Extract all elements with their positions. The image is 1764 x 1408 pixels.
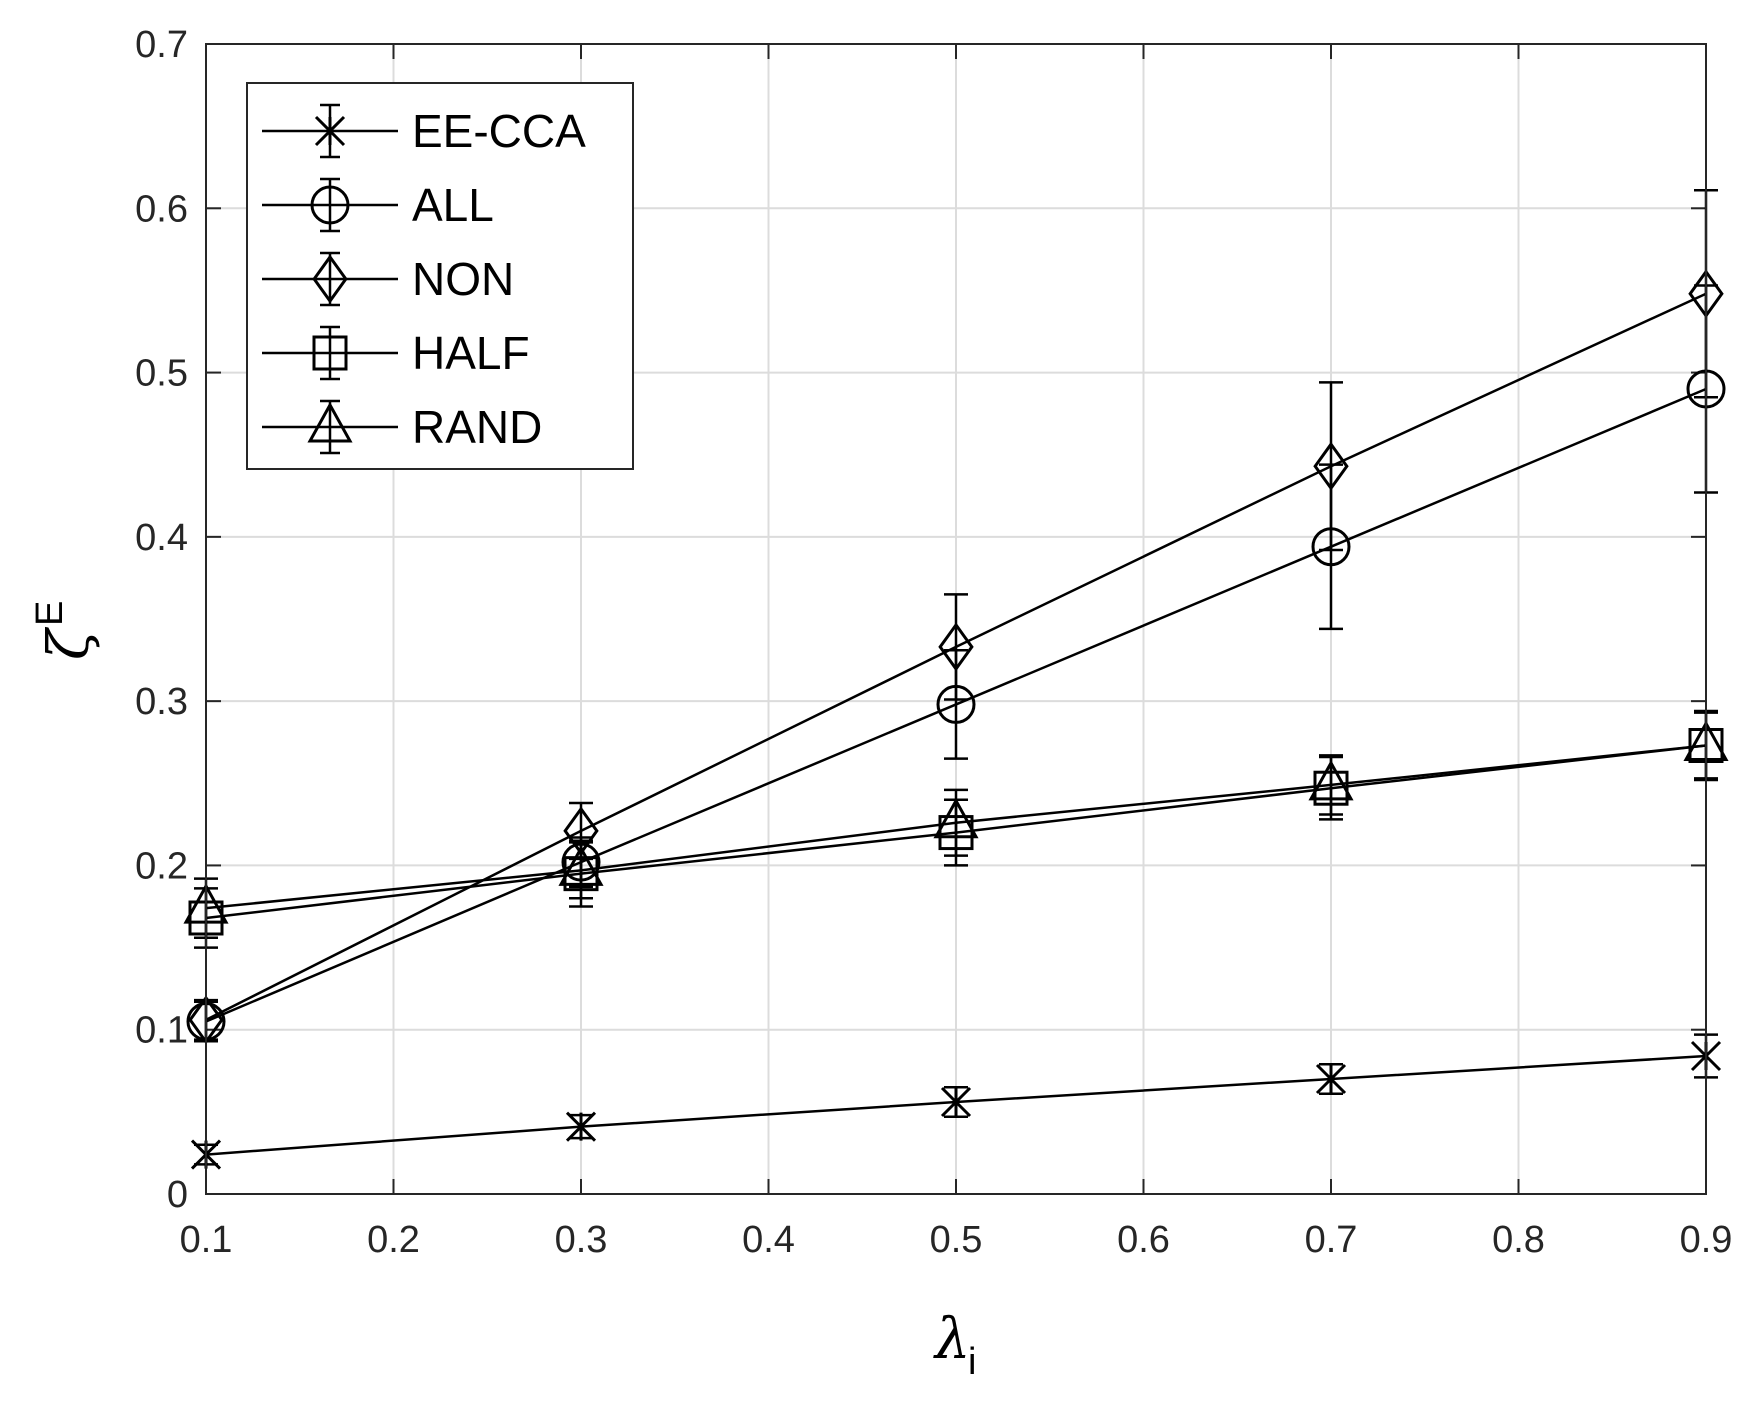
x-tick-label: 0.4 [742, 1219, 795, 1261]
x-tick-label: 0.2 [367, 1219, 420, 1261]
marker-diamond [1313, 441, 1349, 491]
marker-triangle [558, 845, 604, 886]
legend-marker [307, 401, 353, 443]
y-tick-label: 0.6 [135, 188, 188, 230]
legend-item-all: ALL [262, 177, 494, 233]
y-tick-label: 0.3 [135, 681, 188, 723]
legend-marker [314, 115, 346, 147]
data-point [565, 1111, 597, 1142]
data-point [1315, 1063, 1347, 1095]
legend-label: RAND [412, 401, 542, 453]
marker-diamond [938, 622, 974, 672]
y-axis-superscript: E [29, 601, 71, 626]
legend-marker [310, 185, 350, 225]
marker-triangle [933, 797, 979, 839]
legend-marker [312, 335, 348, 371]
x-axis-subscript: i [968, 1341, 976, 1383]
y-axis-label: ζ E [29, 601, 102, 660]
y-axis-symbol: ζ [37, 626, 102, 660]
x-tick-label: 0.9 [1680, 1219, 1733, 1261]
x-axis-label: λ i [933, 1307, 976, 1383]
error-bar [944, 593, 968, 701]
y-tick-label: 0.5 [135, 353, 188, 395]
x-axis-symbol: λ [933, 1307, 971, 1372]
x-tick-label: 0.1 [180, 1219, 233, 1261]
legend-item-half: HALF [262, 325, 530, 381]
marker-triangle [1308, 759, 1354, 801]
marker-asterisk [940, 1086, 972, 1118]
legend: EE-CCA ALL NON HALF RAND [246, 82, 634, 470]
y-tick-label: 0.2 [135, 845, 188, 887]
y-tick-label: 0 [167, 1174, 188, 1216]
marker-asterisk [1315, 1063, 1347, 1095]
error-bar [1319, 381, 1343, 552]
x-tick-label: 0.3 [555, 1219, 608, 1261]
x-tick-label: 0.6 [1117, 1219, 1170, 1261]
data-point [1308, 759, 1354, 801]
data-point [933, 797, 979, 839]
y-tick-label: 0.7 [135, 24, 188, 66]
legend-item-rand: RAND [262, 399, 542, 455]
x-tick-label: 0.8 [1492, 1219, 1545, 1261]
legend-item-ee-cca: EE-CCA [262, 103, 586, 159]
plot-frame [205, 43, 1707, 1195]
marker-asterisk [565, 1111, 597, 1142]
data-point [938, 622, 974, 672]
y-tick-label: 0.4 [135, 517, 188, 559]
error-bar [569, 841, 593, 900]
data-point [1313, 441, 1349, 491]
legend-box [246, 82, 634, 470]
legend-label: HALF [412, 327, 530, 379]
data-point [558, 845, 604, 886]
marker-triangle [307, 401, 353, 443]
legend-label: NON [412, 253, 514, 305]
legend-label: ALL [412, 179, 494, 231]
marker-square [312, 335, 348, 371]
ticks: 0.1 0.2 0.3 0.4 0.5 0.6 0.7 0.8 0.900.10.20.30.4… [135, 24, 1732, 1261]
legend-marker [312, 254, 348, 304]
y-tick-label: 0.1 [135, 1010, 188, 1052]
legend-item-non: NON [262, 251, 514, 307]
data-point [940, 1086, 972, 1118]
marker-circle [310, 185, 350, 225]
x-tick-label: 0.5 [930, 1219, 983, 1261]
x-tick-label: 0.7 [1305, 1219, 1358, 1261]
marker-asterisk [314, 115, 346, 147]
legend-label: EE-CCA [412, 105, 586, 157]
marker-diamond [312, 254, 348, 304]
